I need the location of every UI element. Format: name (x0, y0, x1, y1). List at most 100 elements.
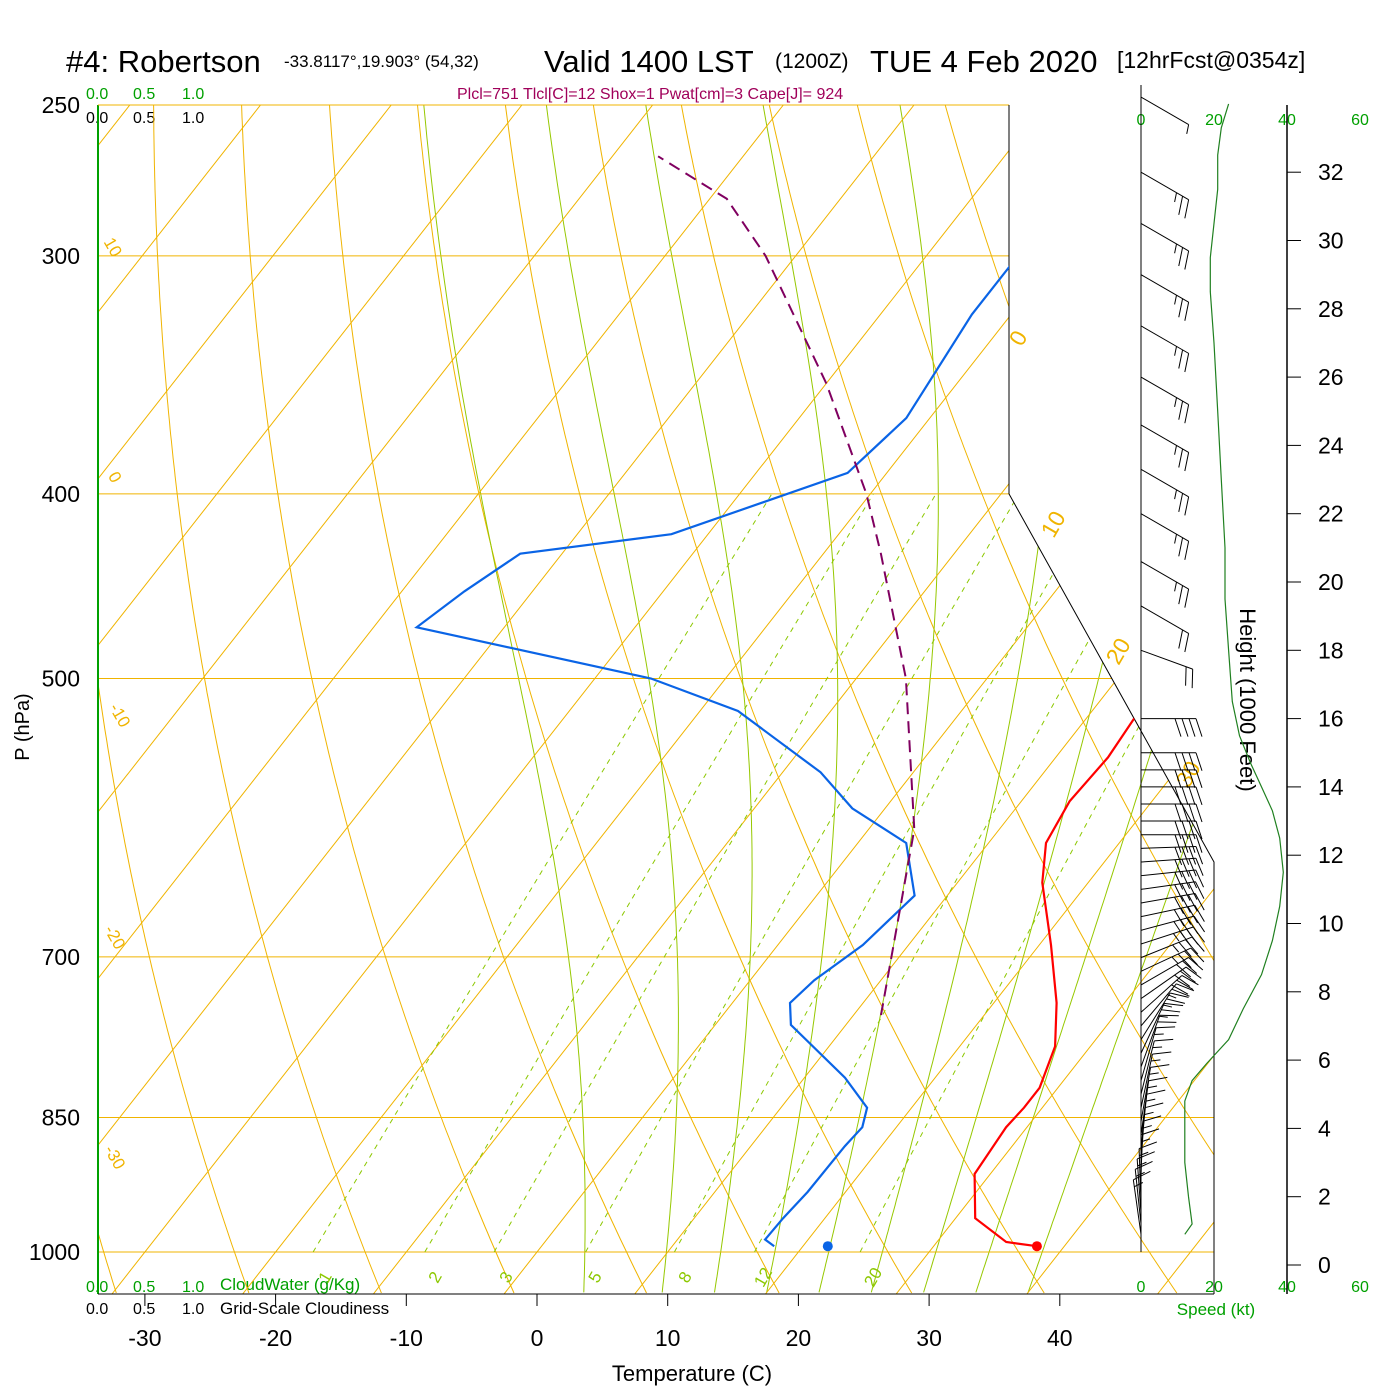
wind-barb (1140, 904, 1205, 927)
height-tick-label: 4 (1318, 1115, 1331, 1141)
cloudiness-tick: 0.5 (133, 1301, 155, 1318)
wind-barb (1140, 1064, 1170, 1122)
moist-adiabat-line (818, 105, 939, 1293)
isotherm-line (634, 105, 1214, 1294)
height-axis-label: Height (1000 Feet) (1235, 608, 1260, 791)
x-tick-label: 30 (916, 1325, 942, 1351)
dry-adiabat-label: 30 (1170, 756, 1205, 791)
cloudiness-label: Grid-Scale Cloudiness (220, 1299, 389, 1318)
wind-speed-tick: 20 (1205, 112, 1223, 129)
isotherm-line (98, 105, 784, 1294)
wind-barb (1140, 947, 1205, 972)
x-tick-label: 0 (531, 1325, 544, 1351)
dry-adiabat-line (417, 105, 780, 1294)
isotherm-line (503, 105, 1214, 1294)
mixing-ratio-line (859, 493, 1214, 1253)
wind-barb (1140, 869, 1205, 890)
height-tick-label: 28 (1318, 296, 1344, 322)
pressure-tick-label: 700 (42, 944, 80, 970)
wind-barb (1140, 325, 1190, 373)
wind-barb (1141, 834, 1203, 853)
wind-barb (1140, 845, 1204, 866)
wind-barb (1140, 1014, 1179, 1068)
surface-dewpoint-point (822, 1241, 833, 1252)
pressure-tick-label: 250 (42, 92, 80, 118)
dry-adiabat-line (1297, 105, 1400, 1293)
height-tick-label: 16 (1318, 706, 1344, 732)
height-tick-label: 22 (1318, 501, 1344, 527)
pressure-tick-label: 1000 (29, 1239, 80, 1265)
wind-barb (1140, 274, 1190, 321)
wind-barb (1140, 992, 1189, 1040)
station-title: #4: Robertson (66, 44, 261, 79)
pressure-tick-label: 500 (42, 666, 80, 692)
dry-adiabat-line (680, 105, 1178, 1294)
dry-adiabat-label: 10 (1035, 506, 1070, 541)
forecast-info: [12hrFcst@0354z] (1117, 47, 1305, 73)
plot-frame (97, 104, 1215, 1295)
isotherm-line (1026, 105, 1214, 1294)
cloudiness-tick: 0.0 (86, 1301, 108, 1318)
mixing-ratio-label: 3 (496, 1268, 517, 1286)
mixing-ratio-line (312, 493, 773, 1253)
moist-adiabat-line (759, 105, 839, 1293)
wind-barb (1140, 1038, 1174, 1095)
wind-barb (1141, 769, 1203, 788)
x-axis-label: Temperature (C) (612, 1361, 772, 1386)
wind-barb (1140, 424, 1190, 472)
dry-adiabat-line (98, 105, 250, 1294)
moist-adiabat-line (1027, 105, 1214, 1293)
dry-adiabat-line (1385, 105, 1400, 1293)
mixing-ratio-line (585, 493, 1020, 1253)
wind-barb (1140, 513, 1190, 560)
mixing-ratio-line (673, 493, 1100, 1253)
wind-speed-tick: 60 (1351, 112, 1369, 129)
wind-barb (1140, 1051, 1172, 1109)
cloudwater-tick: 1.0 (182, 86, 204, 103)
cloudwater-tick: 0.5 (133, 86, 155, 103)
wind-barb (1140, 561, 1190, 608)
cloudwater-tick: 0.5 (133, 1279, 155, 1296)
dry-adiabat-label: -30 (100, 1142, 129, 1173)
wind-barb (1132, 1170, 1151, 1235)
dry-adiabat-line (856, 105, 1214, 1294)
moist-adiabat-line (870, 105, 1059, 1293)
height-tick-label: 30 (1318, 228, 1344, 254)
wind-barb (1141, 752, 1203, 771)
height-tick-label: 8 (1318, 979, 1331, 1005)
moist-adiabat-line (421, 105, 586, 1293)
height-tick-label: 26 (1318, 364, 1344, 390)
x-tick-label: -20 (259, 1325, 292, 1351)
mixing-ratio-line (424, 493, 874, 1253)
dewpoint-line (414, 149, 1078, 1248)
wind-barb (1140, 881, 1205, 902)
wind-barb (1140, 171, 1190, 219)
cloudwater-tick: 0.0 (86, 86, 108, 103)
dry-adiabat-label: -20 (100, 922, 129, 953)
pressure-tick-label: 850 (42, 1105, 80, 1131)
wind-barb (1140, 1026, 1176, 1081)
isotherm-line (111, 105, 1046, 1294)
cloudwater-tick: 1.0 (182, 1279, 204, 1296)
wind-barb (1140, 1076, 1168, 1136)
wind-barb (1140, 222, 1190, 270)
dry-adiabat-label: -10 (105, 700, 134, 731)
dry-adiabat-label: 0 (104, 468, 125, 486)
x-tick-label: -10 (390, 1325, 423, 1351)
height-tick-label: 2 (1318, 1184, 1331, 1210)
cloudiness-tick: 1.0 (182, 110, 204, 127)
surface-temperature-point (1031, 1241, 1042, 1252)
cloudiness-tick: 0.5 (133, 110, 155, 127)
wind-barb (1140, 649, 1194, 689)
parcel-line (657, 155, 916, 1016)
forecast-date: TUE 4 Feb 2020 (870, 44, 1097, 79)
wind-barb (1140, 1002, 1184, 1054)
dry-adiabat-line (241, 105, 515, 1294)
mixing-ratio-label: 2 (425, 1268, 446, 1286)
mixing-ratio-label: 8 (675, 1268, 696, 1286)
sounding-series (414, 149, 1199, 1252)
x-tick-label: 20 (786, 1325, 812, 1351)
height-tick-label: 12 (1318, 842, 1344, 868)
wind-barb (1140, 983, 1195, 1027)
